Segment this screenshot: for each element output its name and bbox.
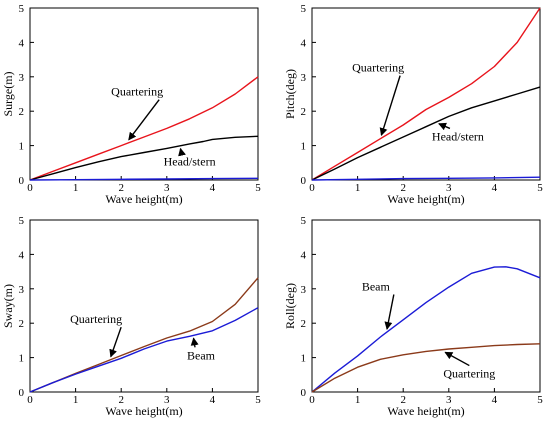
series-line bbox=[29, 307, 259, 393]
x-tick-label: 0 bbox=[27, 182, 33, 194]
series-line bbox=[311, 266, 541, 393]
y-tick-label: 3 bbox=[19, 72, 25, 84]
x-tick-label: 2 bbox=[400, 182, 406, 194]
annotation-label: Beam bbox=[187, 348, 216, 362]
y-tick-label: 2 bbox=[301, 318, 307, 330]
annotation-arrow bbox=[128, 99, 160, 141]
y-tick-label: 4 bbox=[19, 37, 25, 49]
annotation-arrow bbox=[379, 75, 401, 137]
plot-frame bbox=[311, 7, 541, 181]
y-tick-label: 0 bbox=[19, 387, 25, 399]
annotation-arrow bbox=[190, 337, 199, 348]
x-tick-label: 4 bbox=[492, 394, 498, 406]
y-tick-label: 1 bbox=[301, 353, 307, 365]
y-tick-label: 5 bbox=[19, 215, 25, 227]
annotation-arrow bbox=[384, 294, 395, 330]
series-line bbox=[29, 135, 259, 181]
x-tick-label: 1 bbox=[355, 394, 361, 406]
series-line bbox=[29, 177, 259, 181]
annotation-label: Head/stern bbox=[164, 155, 216, 169]
plot-frame bbox=[311, 219, 541, 393]
x-tick-label: 0 bbox=[309, 394, 315, 406]
annotation-label: Head/stern bbox=[432, 129, 484, 143]
x-tick-label: 5 bbox=[255, 182, 261, 194]
annotation-arrow bbox=[178, 147, 186, 157]
x-axis-label: Wave height(m) bbox=[387, 404, 464, 418]
x-tick-label: 1 bbox=[73, 182, 79, 194]
x-tick-label: 5 bbox=[537, 182, 543, 194]
annotation-arrow bbox=[109, 326, 122, 358]
plot-frame bbox=[29, 7, 259, 181]
x-tick-label: 3 bbox=[164, 394, 170, 406]
annotation-label: Quartering bbox=[352, 61, 404, 75]
x-tick-label: 2 bbox=[400, 394, 406, 406]
y-tick-label: 3 bbox=[19, 284, 25, 296]
series-line bbox=[311, 86, 541, 181]
y-tick-label: 4 bbox=[19, 249, 25, 261]
series-line bbox=[29, 76, 259, 181]
annotation-arrow bbox=[444, 351, 470, 367]
y-tick-label: 1 bbox=[19, 353, 25, 365]
x-tick-label: 1 bbox=[355, 182, 361, 194]
x-tick-label: 2 bbox=[118, 394, 124, 406]
y-tick-label: 3 bbox=[301, 284, 307, 296]
series-line bbox=[29, 277, 259, 393]
y-tick-label: 5 bbox=[301, 215, 307, 227]
chart-panel: 0 1 2 3 4 5 0 1 2 3 4 5 Wave height(m) Roll(deg) Beam Q… bbox=[283, 215, 543, 418]
y-tick-label: 2 bbox=[19, 318, 25, 330]
x-tick-label: 4 bbox=[210, 182, 216, 194]
y-tick-label: 1 bbox=[19, 141, 25, 153]
y-axis-label: Sway(m) bbox=[1, 284, 15, 328]
y-tick-label: 2 bbox=[301, 106, 307, 118]
y-tick-label: 2 bbox=[19, 106, 25, 118]
x-tick-label: 4 bbox=[210, 394, 216, 406]
y-tick-label: 1 bbox=[301, 141, 307, 153]
chart-panel: 0 1 2 3 4 5 0 1 2 3 4 5 Wave height(m) Sway(m) Quarter… bbox=[1, 215, 261, 418]
annotation-arrow bbox=[438, 122, 451, 131]
x-tick-label: 1 bbox=[73, 394, 79, 406]
x-tick-label: 0 bbox=[309, 182, 315, 194]
x-tick-label: 3 bbox=[164, 182, 170, 194]
y-axis-label: Roll(deg) bbox=[283, 283, 297, 329]
y-tick-label: 5 bbox=[19, 3, 25, 15]
annotation-label: Beam bbox=[362, 280, 391, 294]
series-line bbox=[311, 343, 541, 393]
series-line bbox=[311, 7, 541, 181]
chart-panel: 0 1 2 3 4 5 0 1 2 3 4 5 Wave height(m) Surge(m) Quarte… bbox=[1, 3, 261, 206]
annotation-label: Quartering bbox=[70, 312, 122, 326]
x-tick-label: 5 bbox=[255, 394, 261, 406]
y-tick-label: 5 bbox=[301, 3, 307, 15]
y-tick-label: 0 bbox=[301, 175, 307, 187]
plot-frame bbox=[29, 219, 259, 393]
y-tick-label: 4 bbox=[301, 249, 307, 261]
x-tick-label: 4 bbox=[492, 182, 498, 194]
x-axis-label: Wave height(m) bbox=[105, 404, 182, 418]
annotation-label: Quartering bbox=[443, 367, 495, 381]
y-axis-label: Surge(m) bbox=[1, 71, 15, 116]
y-axis-label: Pitch(deg) bbox=[283, 69, 297, 119]
x-tick-label: 3 bbox=[446, 182, 452, 194]
x-tick-label: 0 bbox=[27, 394, 33, 406]
y-tick-label: 3 bbox=[301, 72, 307, 84]
x-tick-label: 5 bbox=[537, 394, 543, 406]
y-tick-label: 4 bbox=[301, 37, 307, 49]
x-tick-label: 3 bbox=[446, 394, 452, 406]
series-line bbox=[311, 176, 541, 181]
x-axis-label: Wave height(m) bbox=[105, 192, 182, 206]
x-axis-label: Wave height(m) bbox=[387, 192, 464, 206]
chart-panel: 0 1 2 3 4 5 0 1 2 3 4 5 Wave height(m) Pitch(deg) Quar… bbox=[283, 3, 543, 206]
y-tick-label: 0 bbox=[301, 387, 307, 399]
y-tick-label: 0 bbox=[19, 175, 25, 187]
x-tick-label: 2 bbox=[118, 182, 124, 194]
annotation-label: Quartering bbox=[111, 85, 163, 99]
